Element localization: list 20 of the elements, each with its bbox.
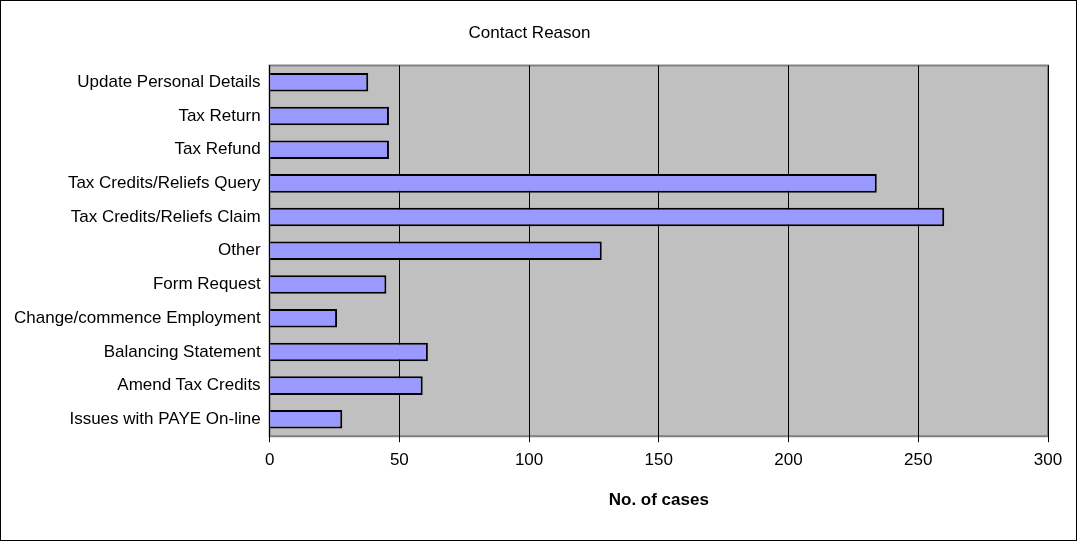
x-tick-label: 300 <box>1033 450 1063 470</box>
y-tick-label: Issues with PAYE On-line <box>69 409 261 429</box>
y-tick-label: Form Request <box>152 274 261 294</box>
x-tick-label: 0 <box>264 450 275 470</box>
y-tick-label: Tax Return <box>178 105 261 125</box>
y-tick-label: Tax Credits/Reliefs Query <box>67 173 262 193</box>
y-tick-label: Other <box>218 240 261 260</box>
x-tick-label: 250 <box>904 450 933 470</box>
x-tick-label: 50 <box>389 450 409 470</box>
y-tick-label: Change/commence Employment <box>13 307 261 327</box>
y-tick-label: Amend Tax Credits <box>117 375 261 395</box>
x-tick-label: 100 <box>514 450 544 470</box>
y-tick-label: Balancing Statement <box>103 341 261 361</box>
x-axis-title: No. of cases <box>608 490 709 510</box>
x-tick-label: 150 <box>644 450 673 470</box>
y-tick-label: Tax Refund <box>174 139 261 159</box>
x-tick-label: 200 <box>774 450 803 470</box>
chart-title: Contact Reason <box>468 22 591 42</box>
y-tick-label: Update Personal Details <box>77 71 261 91</box>
y-tick-label: Tax Credits/Reliefs Claim <box>70 206 261 226</box>
